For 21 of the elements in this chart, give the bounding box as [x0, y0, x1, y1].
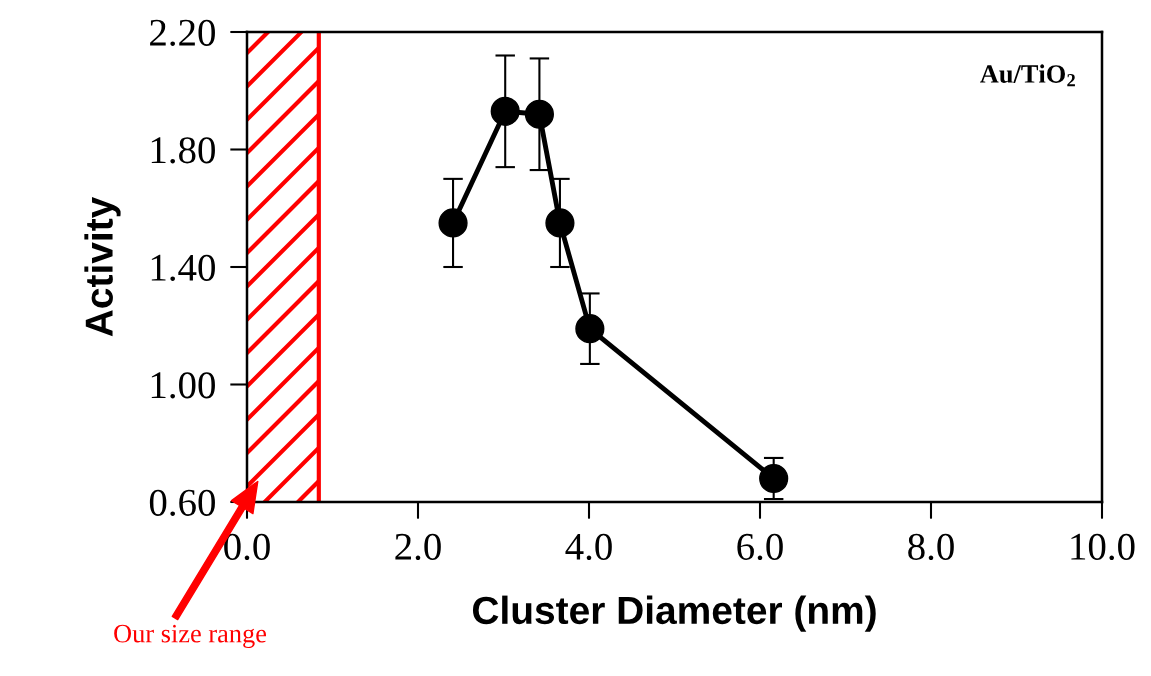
x-tick-label: 4.0 [565, 533, 612, 561]
x-tick-label: 8.0 [908, 533, 954, 561]
y-tick-label: 1.40 [151, 254, 215, 282]
point [759, 463, 789, 494]
x-tick-label: 6.0 [737, 533, 783, 561]
y-tick-label: 2.20 [150, 19, 215, 47]
point [438, 208, 468, 238]
y-tick-label: 0.60 [149, 489, 215, 517]
point [524, 99, 554, 129]
y-tick-label: 1.00 [151, 372, 215, 399]
y-tick-label: 1.80 [151, 137, 215, 164]
text: Our size range [114, 624, 267, 648]
x-tick-label: 0.0 [224, 533, 270, 561]
x-tick-label: 2.0 [395, 533, 441, 561]
point [545, 208, 575, 238]
y-axis-title: Activity [84, 196, 121, 337]
point [575, 314, 605, 344]
x-tick-label: 10.0 [1071, 533, 1135, 561]
x-axis-title: Cluster Diameter (nm) [472, 595, 876, 632]
point [490, 96, 520, 126]
annotation: Au/TiO$_{2}$ [980, 64, 1075, 87]
